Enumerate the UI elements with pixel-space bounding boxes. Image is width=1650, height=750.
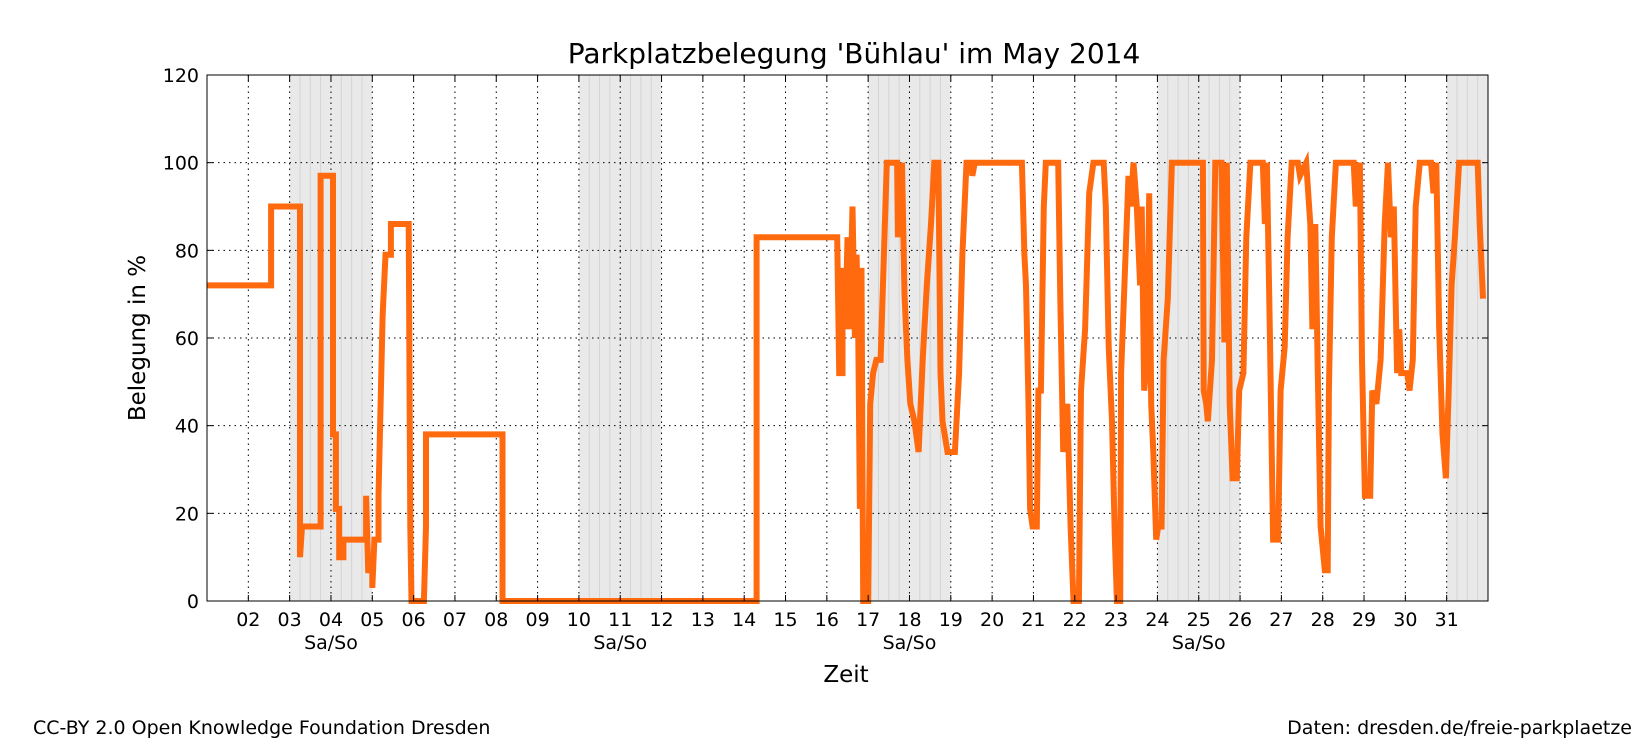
x-tick-label: 02 bbox=[236, 609, 260, 631]
weekend-label: Sa/So bbox=[1172, 632, 1226, 654]
series-line-group bbox=[207, 150, 1486, 604]
ticks: 02 03 04 05 06 07 08 09 10 11 12 13 14 15 16 17 18 19 20 21… bbox=[163, 65, 1488, 631]
x-tick-label: 27 bbox=[1269, 609, 1293, 631]
x-tick-label: 05 bbox=[360, 609, 384, 631]
x-tick-label: 26 bbox=[1228, 609, 1252, 631]
y-tick-label: 60 bbox=[175, 328, 199, 350]
x-tick-label: 07 bbox=[443, 609, 467, 631]
series-line-0 bbox=[207, 150, 1486, 604]
x-tick-label: 19 bbox=[939, 609, 963, 631]
weekend-label: Sa/So bbox=[593, 632, 647, 654]
x-tick-label: 28 bbox=[1311, 609, 1335, 631]
x-tick-label: 17 bbox=[856, 609, 880, 631]
plot-frame bbox=[206, 74, 1489, 602]
y-tick-label: 20 bbox=[175, 503, 199, 525]
y-axis-label: Belegung in % bbox=[125, 255, 151, 421]
x-tick-label: 16 bbox=[815, 609, 839, 631]
x-tick-label: 10 bbox=[567, 609, 591, 631]
x-tick-label: 29 bbox=[1352, 609, 1376, 631]
y-tick-label: 100 bbox=[163, 153, 199, 175]
chart-title: Parkplatzbelegung 'Bühlau' im May 2014 bbox=[568, 37, 1141, 70]
x-tick-label: 14 bbox=[732, 609, 756, 631]
x-tick-label: 24 bbox=[1145, 609, 1169, 631]
x-tick-label: 21 bbox=[1021, 609, 1045, 631]
x-tick-label: 18 bbox=[897, 609, 921, 631]
y-tick-label: 120 bbox=[163, 65, 199, 87]
x-tick-label: 04 bbox=[319, 609, 343, 631]
x-tick-label: 13 bbox=[691, 609, 715, 631]
x-tick-label: 22 bbox=[1063, 609, 1087, 631]
x-axis-label: Zeit bbox=[823, 662, 868, 688]
grid bbox=[207, 75, 1488, 601]
data-source-credit: Daten: dresden.de/freie-parkplaetze bbox=[1287, 717, 1632, 739]
x-tick-label: 20 bbox=[980, 609, 1004, 631]
x-tick-label: 11 bbox=[608, 609, 632, 631]
x-tick-label: 25 bbox=[1187, 609, 1211, 631]
x-tick-label: 31 bbox=[1435, 609, 1459, 631]
x-tick-label: 03 bbox=[278, 609, 302, 631]
x-tick-label: 23 bbox=[1104, 609, 1128, 631]
x-tick-label: 08 bbox=[484, 609, 508, 631]
weekend-label: Sa/So bbox=[883, 632, 937, 654]
y-tick-label: 40 bbox=[175, 416, 199, 438]
x-tick-label: 30 bbox=[1393, 609, 1417, 631]
license-credit: CC-BY 2.0 Open Knowledge Foundation Dres… bbox=[33, 717, 491, 739]
y-tick-label: 0 bbox=[187, 591, 199, 613]
x-tick-label: 12 bbox=[649, 609, 673, 631]
x-tick-label: 06 bbox=[402, 609, 426, 631]
y-tick-label: 80 bbox=[175, 240, 199, 262]
x-tick-label: 09 bbox=[525, 609, 549, 631]
weekend-label: Sa/So bbox=[304, 632, 358, 654]
x-tick-label: 15 bbox=[773, 609, 797, 631]
